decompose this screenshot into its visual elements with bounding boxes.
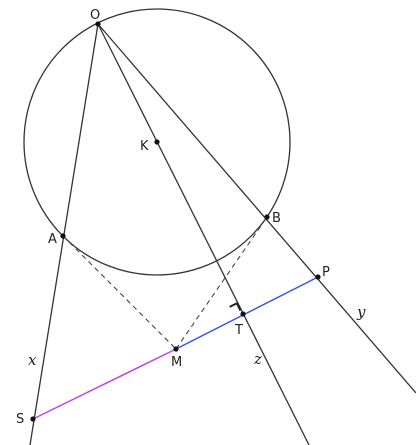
label-K: K [140, 139, 149, 154]
point-O [95, 21, 101, 27]
segment-P-M [175, 276, 319, 350]
point-B [264, 214, 270, 220]
label-B: B [272, 211, 281, 226]
point-S [30, 416, 36, 422]
label-A: A [48, 232, 57, 247]
label-line-y: y [356, 303, 366, 321]
point-T [240, 311, 246, 317]
point-M [173, 346, 179, 352]
label-T: T [234, 323, 243, 338]
segment-M-B [175, 216, 268, 350]
point-A [60, 233, 66, 239]
point-K [154, 139, 160, 145]
line-z [97, 23, 310, 445]
point-P [315, 274, 321, 280]
label-line-x: x [28, 351, 37, 369]
segment-M-S [32, 348, 177, 420]
label-line-z: z [253, 350, 262, 368]
right-angle-marker [229, 301, 242, 311]
segment-A-M [62, 235, 177, 350]
label-O: O [90, 8, 100, 23]
circle [23, 8, 291, 276]
label-P: P [322, 265, 330, 280]
label-M: M [171, 355, 182, 370]
label-S: S [16, 412, 24, 427]
line-y [97, 23, 416, 394]
